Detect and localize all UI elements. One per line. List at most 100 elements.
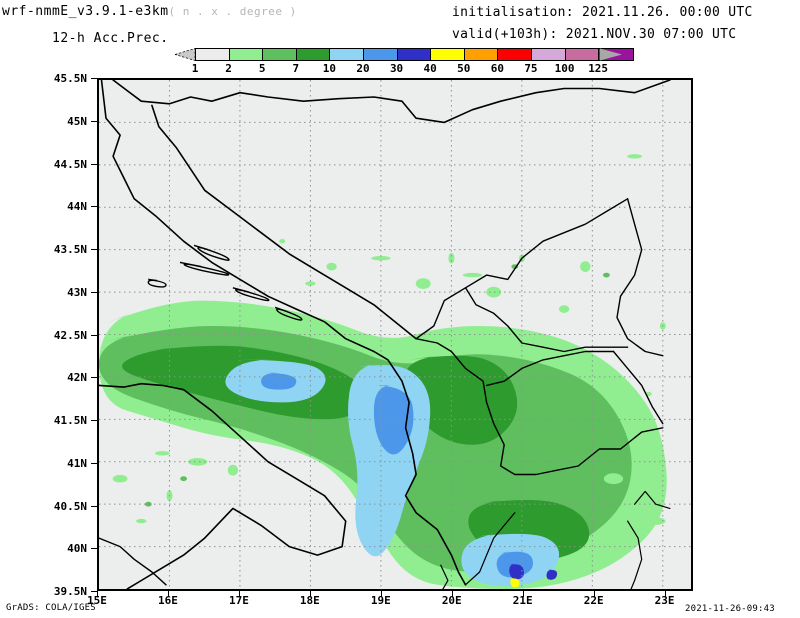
precip-speckle-5 xyxy=(580,261,591,272)
x-axis-label-22E: 22E xyxy=(583,594,604,607)
y-axis-label-43N: 43N xyxy=(67,285,87,299)
precipitation-map xyxy=(99,80,691,589)
colorbar-cell-1 xyxy=(229,49,264,60)
colorbar-cell-11 xyxy=(565,49,600,60)
precip-speckle-dark-1 xyxy=(144,501,152,507)
x-axis-label-21E: 21E xyxy=(512,594,533,607)
x-axis-tick-21E xyxy=(522,591,524,597)
precip-speckle-10 xyxy=(112,474,128,483)
y-axis-label-40.5N: 40.5N xyxy=(53,499,87,513)
colorbar-tick-20: 20 xyxy=(356,62,370,75)
y-axis-tick-39.5N xyxy=(91,591,97,592)
y-axis-label-44.5N: 44.5N xyxy=(53,157,87,171)
precip-speckle-2 xyxy=(415,278,431,289)
precip-speckle-19 xyxy=(646,517,666,525)
precip-speckle-17 xyxy=(227,464,239,476)
y-axis-tick-44N xyxy=(91,206,97,208)
colorbar-tick-1: 1 xyxy=(191,62,199,75)
precip-speckle-dark-5 xyxy=(603,272,610,278)
precip-speckle-dark-2 xyxy=(617,467,624,473)
y-axis-tick-44.5N xyxy=(91,163,97,165)
precip-darkblue-cell-2 xyxy=(546,569,558,580)
colorbar-cell-5 xyxy=(363,49,398,60)
y-axis-label-40N: 40N xyxy=(67,542,87,556)
island-dalmatian-3 xyxy=(147,278,167,288)
x-axis-label-15E: 15E xyxy=(87,594,107,607)
map-plot-area xyxy=(97,78,693,591)
border-croatia-hungary-serbia-north xyxy=(112,80,671,124)
precip-speckle-0 xyxy=(279,239,286,244)
y-axis-tick-45N xyxy=(91,120,97,122)
colorbar-cell-0 xyxy=(196,49,230,60)
colorbar-tick-40: 40 xyxy=(423,62,437,75)
precip-core-albania-dark-green xyxy=(404,355,518,445)
colorbar-tick-125: 125 xyxy=(588,62,609,75)
island-dalmatian-2 xyxy=(232,287,270,302)
x-axis-label-20E: 20E xyxy=(441,594,462,607)
border-albania-macedonia-greece xyxy=(415,338,664,476)
x-axis-tick-22E xyxy=(593,591,595,597)
precip-speckle-15 xyxy=(371,256,391,261)
coastline-thermaic-gulf xyxy=(634,490,671,509)
y-axis-label-41N: 41N xyxy=(67,456,87,470)
model-title: wrf-nmmE_v3.9.1-e3km( n . x . degree ) xyxy=(2,4,297,19)
render-timestamp: 2021-11-26-09:43 xyxy=(685,604,775,614)
precip-yellow-maximum-cell xyxy=(509,578,520,588)
colorbar-tick-10: 10 xyxy=(322,62,336,75)
precip-speckle-18 xyxy=(155,451,170,456)
x-axis-label-17E: 17E xyxy=(228,594,249,607)
y-axis-tick-42.5N xyxy=(91,334,97,336)
coastline-greece-east xyxy=(627,520,643,589)
y-axis-tick-40.5N xyxy=(91,505,97,507)
border-serbia-west xyxy=(415,198,629,340)
x-axis-tick-17E xyxy=(238,591,240,597)
y-axis-tick-43.5N xyxy=(91,249,97,250)
coastline-italy-apulia xyxy=(99,382,347,589)
colorbar-tick-60: 60 xyxy=(490,62,504,75)
colorbar-cell-2 xyxy=(263,49,297,60)
precip-speckle-1 xyxy=(326,262,337,271)
colorbar-cells xyxy=(195,48,634,61)
colorbar-ticks: 1 2 5 7 10 20 30 40 50 60 75 100 125 xyxy=(191,62,632,76)
colorbar-cell-4 xyxy=(330,49,364,60)
precip-speckle-dark-0 xyxy=(180,476,187,482)
model-subtitle: ( n . x . degree ) xyxy=(168,5,297,18)
y-axis-tick-41N xyxy=(91,462,97,464)
colorbar-cell-7 xyxy=(431,49,465,60)
valid-time: valid(+103h): 2021.NOV.30 07:00 UTC xyxy=(452,27,737,42)
y-axis-label-43.5N: 43.5N xyxy=(53,243,87,256)
y-axis-label-41.5N: 41.5N xyxy=(53,414,87,427)
x-axis-tick-15E xyxy=(97,591,98,597)
colorbar-tick-50: 50 xyxy=(457,62,471,75)
precip-blue-albania-coast xyxy=(373,385,414,455)
precip-speckle-20 xyxy=(448,252,455,264)
island-dalmatian-4 xyxy=(274,306,303,321)
border-north-macedonia-north xyxy=(485,350,615,387)
model-name: wrf-nmmE_v3.9.1-e3km xyxy=(2,4,169,19)
island-dalmatian-0 xyxy=(193,244,230,261)
colorbar-underflow-arrow-icon xyxy=(175,48,195,61)
x-axis-label-16E: 16E xyxy=(158,594,178,607)
colorbar-overflow-arrow-icon xyxy=(600,48,622,61)
y-axis-label-39.5N: 39.5N xyxy=(53,585,87,598)
x-axis-tick-16E xyxy=(167,591,169,597)
colorbar-cell-6 xyxy=(397,49,432,60)
precip-darkblue-cell-1 xyxy=(507,563,524,580)
colorbar-cell-9 xyxy=(498,49,532,60)
field-title: 12-h Acc.Prec. xyxy=(52,31,169,46)
colorbar-tick-2: 2 xyxy=(225,62,232,75)
y-axis-tick-41.5N xyxy=(91,420,97,421)
x-axis-label-19E: 19E xyxy=(370,594,391,607)
coastline-corfu xyxy=(440,564,449,589)
y-axis-label-42.5N: 42.5N xyxy=(53,328,87,342)
x-axis-tick-20E xyxy=(451,591,453,597)
precip-speckle-9 xyxy=(136,518,147,524)
x-axis-tick-18E xyxy=(309,591,311,597)
initialisation-time: initialisation: 2021.11.26. 00:00 UTC xyxy=(452,5,753,20)
coastline-montenegro-albania xyxy=(373,350,467,586)
island-dalmatian-1 xyxy=(179,261,230,276)
colorbar-tick-30: 30 xyxy=(389,62,404,75)
y-axis-label-45.5N: 45.5N xyxy=(53,72,87,85)
colorbar-tick-7: 7 xyxy=(292,62,300,75)
coastline-croatia-dalmatia xyxy=(100,80,375,353)
